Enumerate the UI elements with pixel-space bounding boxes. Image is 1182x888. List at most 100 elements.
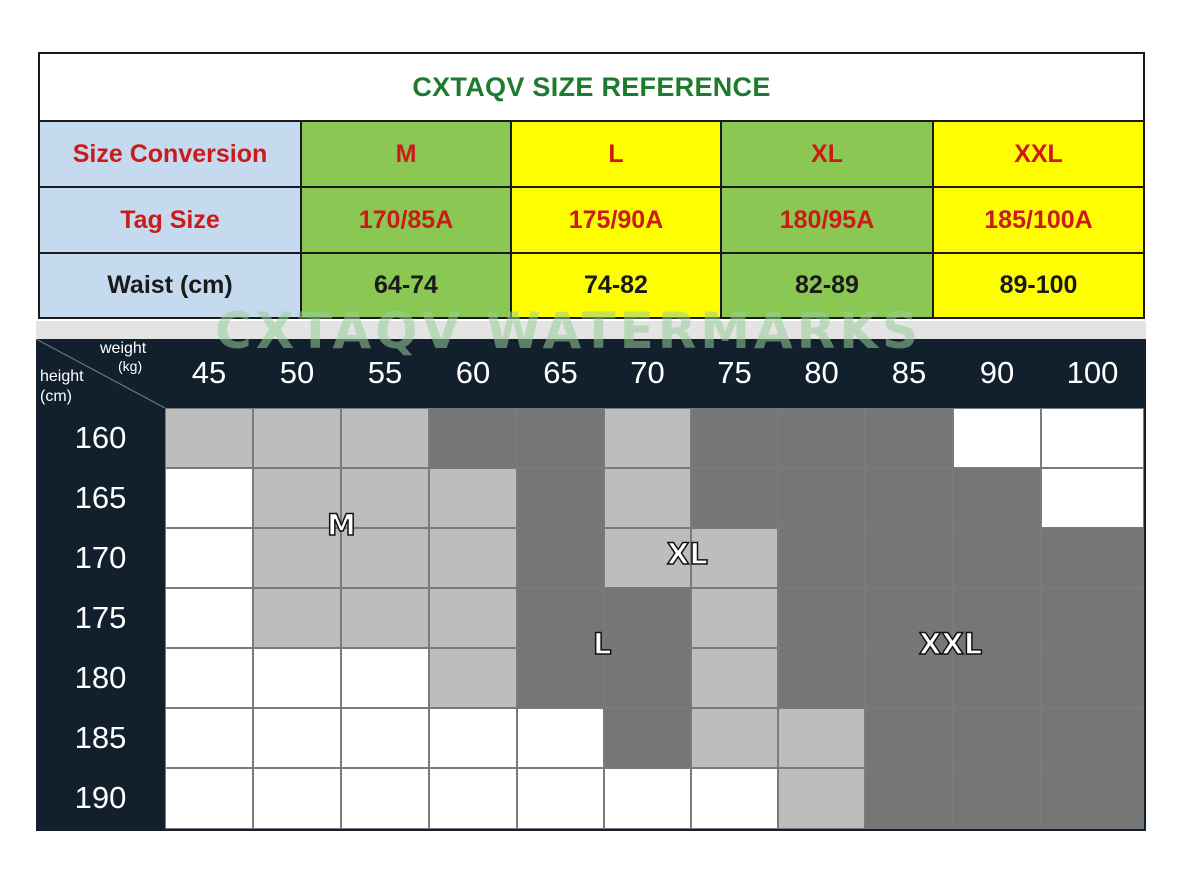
zone-label-xl: XL — [666, 536, 708, 572]
grid-cell — [517, 588, 604, 648]
grid-cell — [1041, 768, 1144, 829]
waist-m: 64-74 — [302, 254, 512, 317]
tag-m: 170/85A — [302, 188, 512, 254]
grid-cell — [604, 408, 691, 468]
grid-cell — [604, 468, 691, 528]
grid-cell — [604, 768, 691, 829]
weight-header: 45 — [191, 355, 227, 390]
tag-l: 175/90A — [512, 188, 722, 254]
grid-cell — [953, 708, 1041, 768]
grid-cell — [517, 408, 604, 468]
weight-header: 65 — [543, 355, 578, 390]
grid-cell — [341, 648, 429, 708]
weight-header: 70 — [630, 355, 665, 390]
waist-xxl: 89-100 — [934, 254, 1143, 317]
grid-cell — [517, 528, 604, 588]
weight-header: 55 — [367, 355, 403, 390]
grid-cell — [253, 528, 341, 588]
waist-xl: 82-89 — [722, 254, 934, 317]
grid-cell — [429, 648, 517, 708]
axis-corner: weight (kg) height (cm) — [36, 339, 165, 408]
grid-cell — [341, 768, 429, 829]
size-grid — [165, 408, 1144, 829]
grid-cell — [253, 768, 341, 829]
size-reference-table: CXTAQV SIZE REFERENCE Size Conversion M … — [38, 52, 1145, 319]
grid-cell — [253, 408, 341, 468]
grid-cell — [517, 468, 604, 528]
size-m: M — [302, 122, 512, 188]
height-axis-unit: (cm) — [40, 388, 72, 405]
grid-cell — [953, 528, 1041, 588]
zone-label-l: L — [592, 626, 612, 662]
weight-header: 100 — [1066, 355, 1119, 390]
weight-header: 85 — [891, 355, 927, 390]
grid-cell — [341, 588, 429, 648]
grid-cell — [778, 708, 865, 768]
height-header: 170 — [74, 540, 127, 575]
grid-cell — [604, 528, 691, 588]
grid-cell — [165, 768, 253, 829]
weight-header: 60 — [455, 355, 491, 390]
grid-cell — [1041, 528, 1144, 588]
grid-cell — [429, 768, 517, 829]
grid-cell — [691, 528, 778, 588]
grid-cell — [253, 468, 341, 528]
grid-cell — [341, 528, 429, 588]
grid-cell — [165, 408, 253, 468]
grid-cell — [429, 468, 517, 528]
tag-xl: 180/95A — [722, 188, 934, 254]
grid-cell — [165, 648, 253, 708]
weight-header: 80 — [804, 355, 839, 390]
grid-cell — [165, 708, 253, 768]
height-header: 175 — [74, 600, 127, 635]
grid-cell — [429, 708, 517, 768]
grid-cell — [517, 768, 604, 829]
weight-axis-unit: (kg) — [118, 358, 143, 374]
grid-cell — [778, 528, 865, 588]
grid-cell — [1041, 708, 1144, 768]
height-axis-label: height — [40, 368, 84, 385]
grid-cell — [953, 468, 1041, 528]
grid-cell — [865, 588, 953, 648]
height-header: 190 — [74, 780, 127, 815]
grid-cell — [604, 708, 691, 768]
grid-cell — [953, 648, 1041, 708]
height-weight-size-chart: weight (kg) height (cm) 45 50 55 60 65 70 75 80… — [36, 339, 1146, 831]
grid-cell — [341, 468, 429, 528]
grid-cell — [341, 408, 429, 468]
grid-cell — [517, 648, 604, 708]
grid-cell — [341, 708, 429, 768]
grid-cell — [517, 708, 604, 768]
grid-cell — [691, 768, 778, 829]
height-header: 185 — [74, 720, 127, 755]
size-xxl: XXL — [934, 122, 1143, 188]
grid-cell — [1041, 408, 1144, 468]
grid-cell — [429, 588, 517, 648]
grid-cell — [1041, 588, 1144, 648]
grid-cell — [778, 588, 865, 648]
corner-diagonal — [36, 339, 165, 408]
grid-cell — [778, 768, 865, 829]
label-tag-size: Tag Size — [40, 188, 302, 254]
grid-cell — [253, 648, 341, 708]
size-l: L — [512, 122, 722, 188]
height-header: 165 — [74, 480, 127, 515]
label-size-conversion: Size Conversion — [40, 122, 302, 188]
tag-xxl: 185/100A — [934, 188, 1143, 254]
height-header: 160 — [74, 420, 127, 455]
grid-cell — [865, 768, 953, 829]
grid-cell — [953, 588, 1041, 648]
height-header: 180 — [74, 660, 127, 695]
chart-top-band — [36, 321, 1146, 339]
grid-cell — [691, 648, 778, 708]
grid-cell — [691, 468, 778, 528]
grid-cell — [691, 588, 778, 648]
zone-label-m: M — [326, 507, 356, 543]
grid-cell — [165, 528, 253, 588]
weight-header: 50 — [279, 355, 315, 390]
grid-cell — [253, 588, 341, 648]
grid-cell — [1041, 468, 1144, 528]
grid-cell — [691, 408, 778, 468]
grid-cell — [778, 468, 865, 528]
zone-label-xxl: XXL — [918, 626, 983, 662]
